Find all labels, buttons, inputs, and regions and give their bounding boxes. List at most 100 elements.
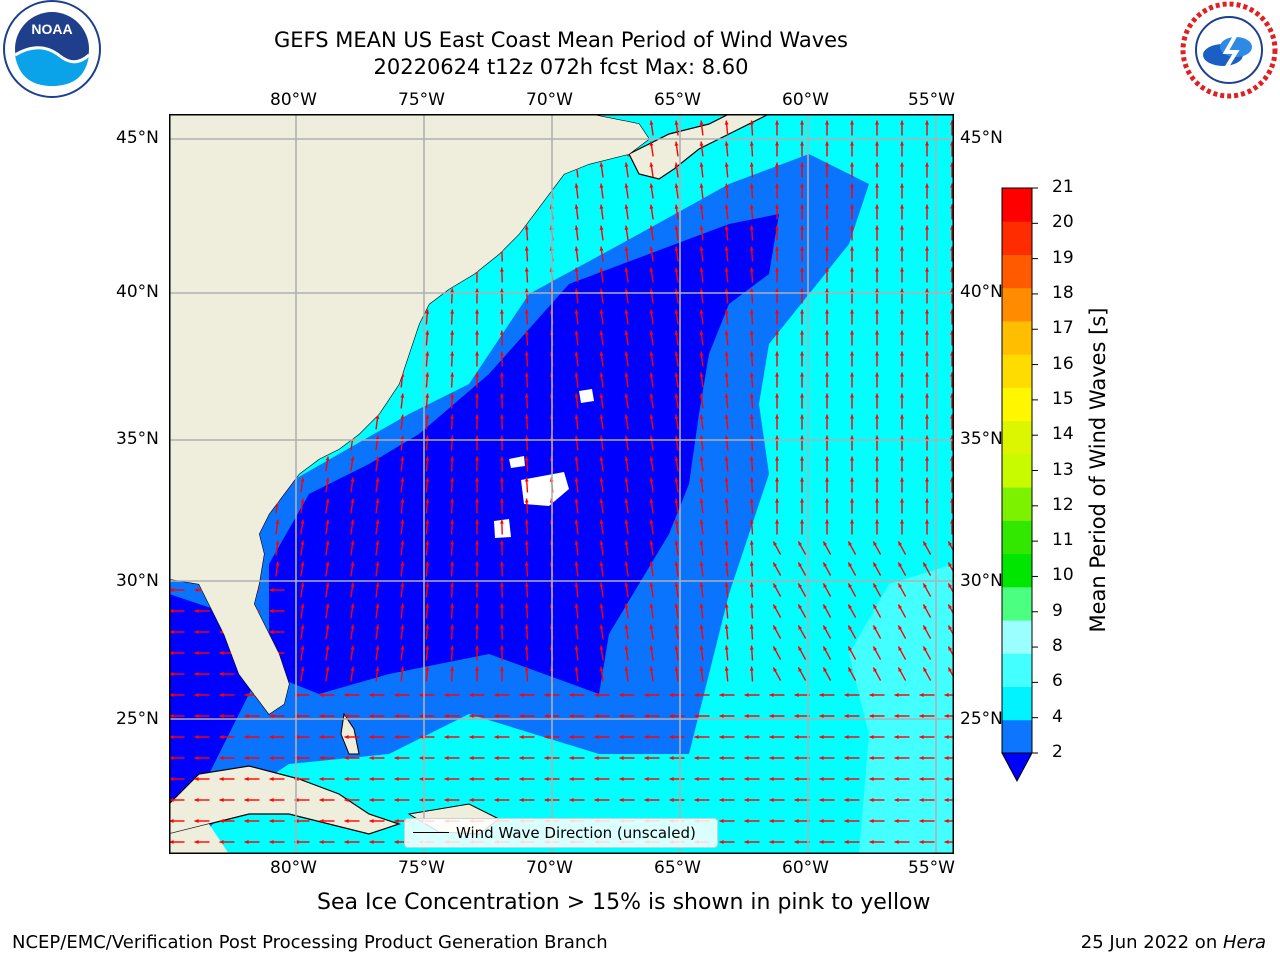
- wind-wave-arrowhead: [469, 756, 474, 760]
- wind-wave-arrowhead: [900, 414, 904, 419]
- wind-wave-arrowhead: [169, 609, 174, 613]
- wind-wave-arrowhead: [599, 624, 604, 629]
- wind-wave-arrowhead: [925, 519, 929, 524]
- wind-wave-arrowhead: [850, 456, 854, 461]
- wind-wave-arrowhead: [694, 798, 699, 802]
- wind-wave-arrowhead: [944, 819, 949, 823]
- wind-wave-arrowhead: [574, 393, 579, 398]
- wind-wave-arrowhead: [599, 645, 604, 650]
- wind-wave-arrowhead: [300, 519, 305, 524]
- wind-wave-arrowhead: [574, 456, 579, 461]
- wind-wave-arrowhead: [519, 756, 524, 760]
- wind-wave-arrowhead: [450, 330, 455, 335]
- wind-wave-arrowhead: [624, 393, 629, 398]
- wind-wave-arrowhead: [369, 735, 374, 739]
- wind-wave-arrowhead: [869, 819, 874, 823]
- wind-wave-arrowhead: [644, 735, 649, 739]
- wind-wave-arrowhead: [724, 120, 729, 125]
- wind-wave-arrowhead: [169, 693, 174, 697]
- wind-wave-arrowhead: [875, 435, 879, 440]
- wind-wave-arrowhead: [400, 519, 405, 524]
- wind-wave-arrowhead: [425, 414, 430, 419]
- wind-wave-arrowhead: [194, 693, 199, 697]
- wind-wave-arrowhead: [850, 162, 854, 167]
- wind-wave-arrowhead: [400, 666, 405, 671]
- lat-label-right: 30°N: [960, 571, 1003, 591]
- wind-wave-arrowhead: [819, 735, 824, 739]
- wind-wave-arrowhead: [419, 735, 424, 739]
- wind-wave-arrowhead: [775, 351, 779, 356]
- wind-wave-arrowhead: [769, 714, 774, 718]
- wind-wave-arrowhead: [219, 735, 224, 739]
- wind-wave-arrowhead: [749, 225, 754, 230]
- wind-wave-arrowhead: [674, 162, 679, 167]
- wind-wave-arrowhead: [919, 777, 924, 781]
- wind-wave-arrowhead: [749, 561, 754, 566]
- wind-wave-arrowhead: [875, 246, 879, 251]
- colorbar-tick-label: 6: [1052, 671, 1063, 692]
- wind-wave-arrowhead: [344, 798, 349, 802]
- wind-wave-arrowhead: [900, 498, 904, 503]
- wind-wave-arrowhead: [800, 435, 804, 440]
- wind-wave-arrowhead: [619, 756, 624, 760]
- wind-wave-arrowhead: [499, 288, 504, 293]
- wind-wave-arrowhead: [724, 393, 729, 398]
- wind-wave-arrowhead: [599, 225, 604, 230]
- wind-wave-arrowhead: [244, 798, 249, 802]
- wind-wave-arrowhead: [749, 645, 754, 650]
- wind-wave-arrowhead: [594, 777, 599, 781]
- colorbar-tick-label: 15: [1052, 388, 1074, 409]
- wind-wave-arrowhead: [900, 183, 904, 188]
- wind-wave-arrowhead: [919, 756, 924, 760]
- wind-wave-arrowhead: [594, 756, 599, 760]
- wind-wave-arrowhead: [749, 330, 754, 335]
- wind-wave-arrowhead: [599, 288, 604, 293]
- wind-wave-arrowhead: [925, 183, 929, 188]
- wind-wave-arrowhead: [898, 541, 903, 546]
- wind-wave-arrowhead: [825, 183, 829, 188]
- wind-wave-arrowhead: [269, 609, 274, 613]
- wind-wave-arrowhead: [875, 519, 879, 524]
- wind-wave-arrowhead: [769, 819, 774, 823]
- wind-wave-arrowhead: [699, 540, 704, 545]
- wind-wave-arrowhead: [749, 183, 754, 188]
- wind-wave-arrowhead: [494, 777, 499, 781]
- wind-wave-arrowhead: [344, 693, 349, 697]
- wind-wave-arrowhead: [350, 666, 355, 671]
- wind-wave-arrowhead: [269, 714, 274, 718]
- wind-wave-arrowhead: [475, 540, 479, 545]
- wind-wave-arrowhead: [744, 840, 749, 844]
- wind-wave-arrowhead: [475, 582, 479, 587]
- wind-wave-arrowhead: [425, 351, 430, 356]
- wind-wave-arrowhead: [325, 540, 330, 545]
- wind-wave-arrowhead: [419, 798, 424, 802]
- wind-wave-arrowhead: [624, 624, 629, 629]
- wind-wave-arrowhead: [825, 225, 829, 230]
- wind-wave-arrowhead: [599, 456, 604, 461]
- wind-wave-arrowhead: [494, 798, 499, 802]
- wind-wave-arrowhead: [649, 624, 654, 629]
- wind-wave-arrowhead: [624, 561, 629, 566]
- wind-wave-arrowhead: [475, 645, 479, 650]
- wind-wave-arrowhead: [649, 456, 654, 461]
- wind-wave-arrowhead: [844, 798, 849, 802]
- wind-wave-arrowhead: [775, 435, 779, 440]
- wind-wave-arrowhead: [749, 456, 754, 461]
- wind-wave-arrowhead: [719, 714, 724, 718]
- colorbar-segment: [1002, 254, 1032, 289]
- wind-wave-arrowhead: [649, 246, 654, 251]
- wind-wave-arrowhead: [800, 498, 804, 503]
- wind-wave-arrowhead: [524, 393, 529, 398]
- lon-label-bottom: 75°W: [398, 858, 445, 878]
- wind-wave-arrowhead: [649, 309, 654, 314]
- wind-wave-arrowhead: [475, 435, 479, 440]
- colorbar-segment: [1002, 553, 1032, 588]
- wind-wave-arrowhead: [169, 819, 174, 823]
- wind-wave-arrowhead: [499, 603, 504, 608]
- wind-wave-arrowhead: [844, 735, 849, 739]
- wind-wave-arrowhead: [674, 309, 679, 314]
- wind-wave-arrowhead: [749, 351, 754, 356]
- colorbar-segment: [1002, 188, 1032, 222]
- wind-wave-arrowhead: [475, 456, 479, 461]
- wind-wave-arrowhead: [775, 225, 779, 230]
